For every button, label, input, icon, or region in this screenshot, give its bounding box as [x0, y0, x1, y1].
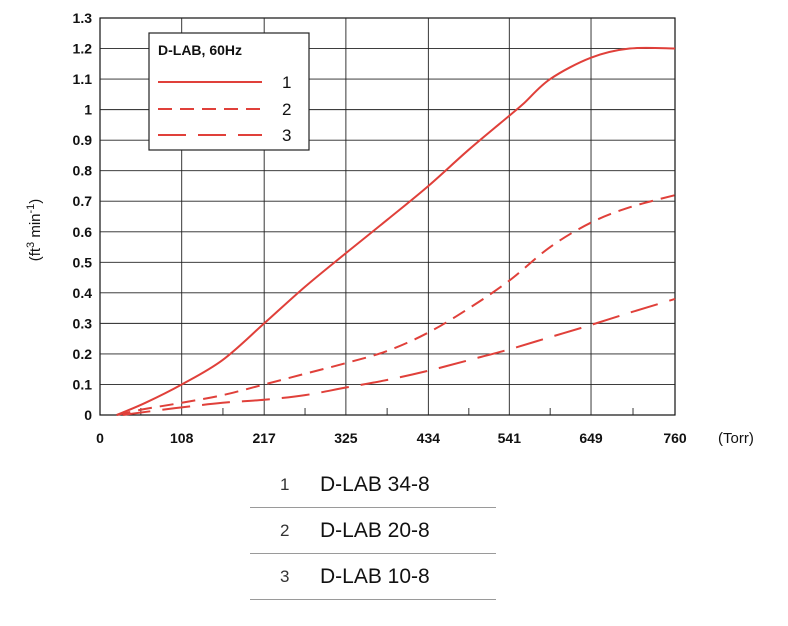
legend-box: [148, 32, 310, 151]
x-tick-label: 217: [252, 430, 276, 446]
y-tick-label: 0.7: [73, 193, 93, 209]
legend-label-1: 1: [282, 73, 291, 92]
legend-title: D-LAB, 60Hz: [158, 42, 242, 58]
x-tick-label: 325: [334, 430, 358, 446]
key-model-name: D-LAB 34-8: [320, 472, 430, 496]
key-row: 2 D-LAB 20-8: [250, 508, 496, 554]
key-row: 3 D-LAB 10-8: [250, 554, 496, 600]
x-tick-label: 108: [170, 430, 194, 446]
y-tick-label: 0.3: [73, 315, 93, 331]
x-axis-unit: (Torr): [718, 430, 754, 447]
legend: D-LAB, 60Hz 1 2 3: [148, 32, 310, 151]
x-tick-label: 0: [96, 430, 104, 446]
y-tick-label: 1.3: [73, 10, 93, 26]
legend-label-2: 2: [282, 100, 291, 119]
y-tick-label: 0.5: [73, 254, 93, 270]
key-row: 1 D-LAB 34-8: [250, 462, 496, 508]
series-line-2: [116, 194, 676, 416]
y-tick-label: 0.2: [73, 346, 93, 362]
series-line-3: [122, 297, 676, 416]
y-tick-label: 0.6: [73, 224, 93, 240]
legend-label-3: 3: [282, 126, 291, 145]
x-tick-label: 760: [663, 430, 687, 446]
x-tick-label: 541: [498, 430, 522, 446]
y-tick-label: 0.4: [73, 285, 93, 301]
key-number: 2: [280, 520, 290, 540]
x-tick-label: 649: [579, 430, 603, 446]
key-model-name: D-LAB 10-8: [320, 564, 430, 588]
y-tick-label: 0.1: [73, 376, 93, 392]
key-number: 3: [280, 566, 290, 586]
y-tick-label: 1: [84, 102, 92, 118]
y-tick-label: 0.8: [73, 163, 93, 179]
key-model-name: D-LAB 20-8: [320, 518, 430, 542]
key-number: 1: [280, 474, 290, 494]
y-axis-ticks: 0 0.1 0.2 0.3 0.4 0.5 0.6 0.7 0.8 0.9 1 1.1 1.2 1.3: [73, 10, 93, 423]
model-key-table: 1 D-LAB 34-8 2 D-LAB 20-8 3 D-LAB 10-8: [250, 462, 496, 600]
y-tick-label: 0: [84, 407, 92, 423]
series-layer: [116, 46, 676, 416]
line-chart: 0 0.1 0.2 0.3 0.4 0.5 0.6 0.7 0.8 0.9 1 1.1 1.2 1.3 0…: [25, 10, 754, 447]
series-line-1: [116, 46, 676, 416]
y-axis-label: (ft3 min-1): [25, 199, 44, 262]
y-tick-label: 0.9: [73, 132, 93, 148]
x-axis-ticks: 0 108 217 325 434 541 649 760: [96, 430, 687, 446]
y-tick-label: 1.2: [73, 41, 93, 57]
y-tick-label: 1.1: [73, 71, 93, 87]
x-tick-label: 434: [417, 430, 441, 446]
